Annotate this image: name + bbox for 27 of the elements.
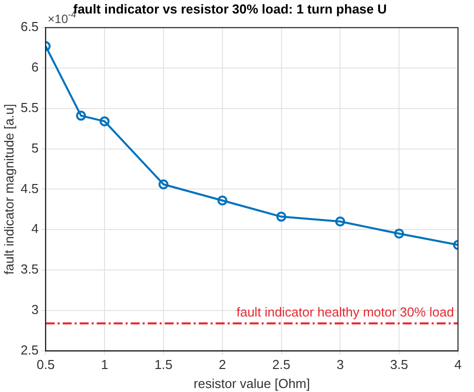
- y-tick-label: 6: [31, 60, 39, 75]
- y-tick-label: 4.5: [20, 180, 39, 196]
- x-tick-label: 1.5: [154, 357, 173, 372]
- point: [217, 196, 228, 206]
- x-tick-label: 1: [100, 357, 108, 372]
- y-tick-label: 6.5: [20, 19, 39, 34]
- y-axis-title: fault indicator magnitude [a.u]: [1, 104, 16, 274]
- y-tick-label: 3: [31, 302, 39, 317]
- y-tick-label: 3.5: [20, 262, 39, 277]
- x-tick-label: 3: [336, 357, 344, 372]
- point: [100, 116, 110, 126]
- point: [276, 212, 286, 222]
- x-axis-title: resistor value [Ohm]: [194, 376, 310, 391]
- x-tick-label: 0.5: [36, 357, 55, 372]
- point: [158, 179, 168, 190]
- ref-line-label: fault indicator healthy motor 30% load: [236, 304, 454, 320]
- x-tick-label: 2: [218, 357, 226, 372]
- y-tick-label: 5: [31, 140, 39, 156]
- point: [394, 228, 404, 239]
- x-tick-label: 4: [454, 357, 462, 372]
- y-tick-label: 5.5: [20, 100, 39, 115]
- y-tick-label: 4: [31, 221, 39, 236]
- point: [335, 216, 346, 227]
- point: [76, 110, 86, 121]
- x-tick-label: 2.5: [272, 357, 290, 372]
- y-tick-label: 2.5: [20, 342, 39, 358]
- x-tick-label: 3.5: [390, 357, 408, 372]
